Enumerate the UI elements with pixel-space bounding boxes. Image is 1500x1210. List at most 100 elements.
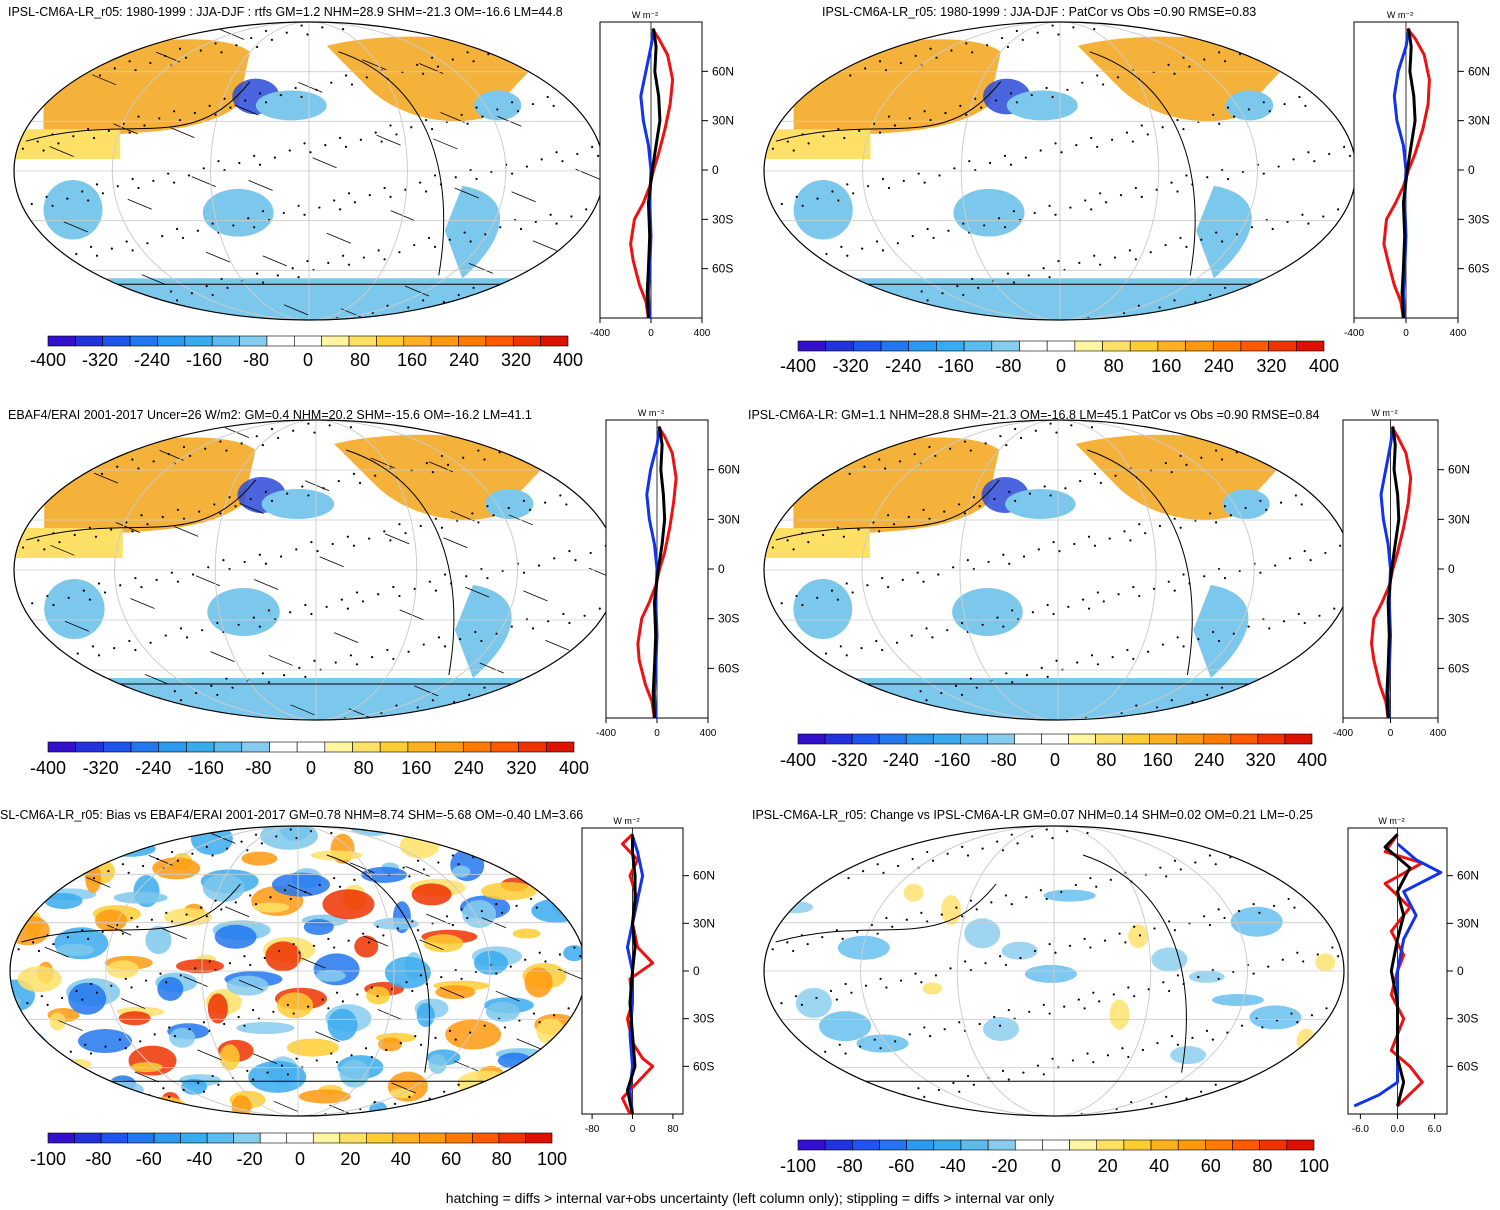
stipple-dot [399,1041,402,1045]
colorbar-label: 80 [1104,356,1124,376]
stipple-dot [940,691,943,695]
stipple-dot [884,695,887,698]
stipple-dot [428,580,431,583]
stipple-dot [510,625,513,628]
stipple-dot [101,192,105,195]
stipple-dot [408,875,411,878]
stipple-dot [534,445,538,449]
stipple-dot [333,946,336,949]
graticule-lon [956,826,1152,1116]
bias-blob [20,1081,59,1106]
stipple-dot [1301,284,1304,288]
stipple-dot [1339,1069,1343,1072]
stipple-dot [344,74,348,77]
stipple-dot [503,1026,507,1029]
stipple-dot [1127,1055,1130,1059]
stipple-dot [855,309,858,313]
xtick-label: 80 [667,1124,679,1135]
stipple-dot [78,1104,81,1107]
stipple-dot [1297,684,1300,687]
stipple-dot [283,889,287,892]
stipple-dot [161,235,164,238]
stipple-dot [137,115,140,118]
stipple-dot [512,1080,515,1083]
stipple-dot [292,1012,295,1015]
bias-blob [452,865,471,878]
bias-blob [231,1095,252,1116]
stipple-dot [1159,866,1162,869]
hatch-line [419,939,444,951]
stipple-dot [1277,165,1280,168]
stipple-dot [1068,944,1072,947]
stipple-dot [25,665,28,668]
stipple-dot [190,292,193,295]
stipple-dot [1194,301,1197,304]
stipple-dot [547,1074,550,1078]
stipple-dot [457,1083,460,1086]
bias-blob [71,1097,104,1116]
profile-line-zonal [651,426,667,719]
stipple-dot [492,514,495,517]
colorbar-label: -100 [30,1149,66,1169]
bias-blob [512,928,541,939]
stipple-dot [835,929,838,932]
colorbar-swatch [546,741,575,753]
stipple-dot [837,199,840,202]
stipple-dot [76,652,79,655]
stipple-dot [344,145,348,149]
africa-region [43,179,103,240]
colorbar-swatch [472,1132,500,1144]
stipple-dot [535,837,538,840]
stipple-dot [1247,108,1251,111]
colorbar-label: -320 [831,750,867,770]
profile-line-zonal [1400,28,1417,319]
stipple-dot [261,281,265,284]
ytick-label: 0 [693,964,700,978]
stipple-dot [988,161,992,165]
stipple-dot [32,941,35,944]
stipple-dot [1313,160,1316,163]
colorbar-swatch [103,741,132,753]
stipple-dot [1275,1019,1279,1022]
stipple-dot [433,245,437,248]
stipple-dot [407,306,410,309]
coastline [775,449,1323,685]
stipple-dot [306,260,309,263]
stipple-dot [857,528,860,531]
panel-title: IPSL-CM6A-LR: GM=1.1 NHM=28.8 SHM=-21.3 … [748,408,1319,422]
xtick-label: 0.0 [1391,1124,1405,1135]
stipple-dot [528,436,532,440]
stipple-dot [513,290,517,293]
colorbar-label: 160 [1151,356,1181,376]
stipple-dot [792,476,795,479]
stipple-dot [827,875,830,878]
stipple-dot [1296,1021,1299,1024]
stipple-dot [1087,607,1091,610]
stipple-dot [1299,1066,1302,1069]
colorbar-label: 160 [1143,750,1173,770]
profile-line-ocean [625,835,645,1115]
stipple-dot [39,258,42,261]
ytick-label: 0 [1468,163,1475,177]
stipple-dot [475,177,478,181]
stipple-dot [1279,501,1283,504]
stipple-dot [309,830,313,833]
stipple-dot [1006,272,1010,275]
stipple-dot [1138,934,1142,937]
colorbar-swatch [392,1132,420,1144]
stipple-dot [1348,154,1352,157]
stipple-dot [765,1008,769,1012]
stipple-dot [875,240,879,243]
stipple-dot [972,496,975,499]
stipple-dot [283,673,286,677]
stipple-dot [821,533,825,537]
colorbar-swatch [852,1139,880,1151]
stipple-dot [1099,192,1102,195]
stipple-dot [26,1002,29,1005]
stipple-dot [1079,479,1082,483]
colorbar-swatch [797,733,826,745]
stipple-dot [804,251,807,254]
stipple-dot [1268,627,1271,630]
stipple-dot [182,445,186,449]
hatch-line [384,533,410,545]
